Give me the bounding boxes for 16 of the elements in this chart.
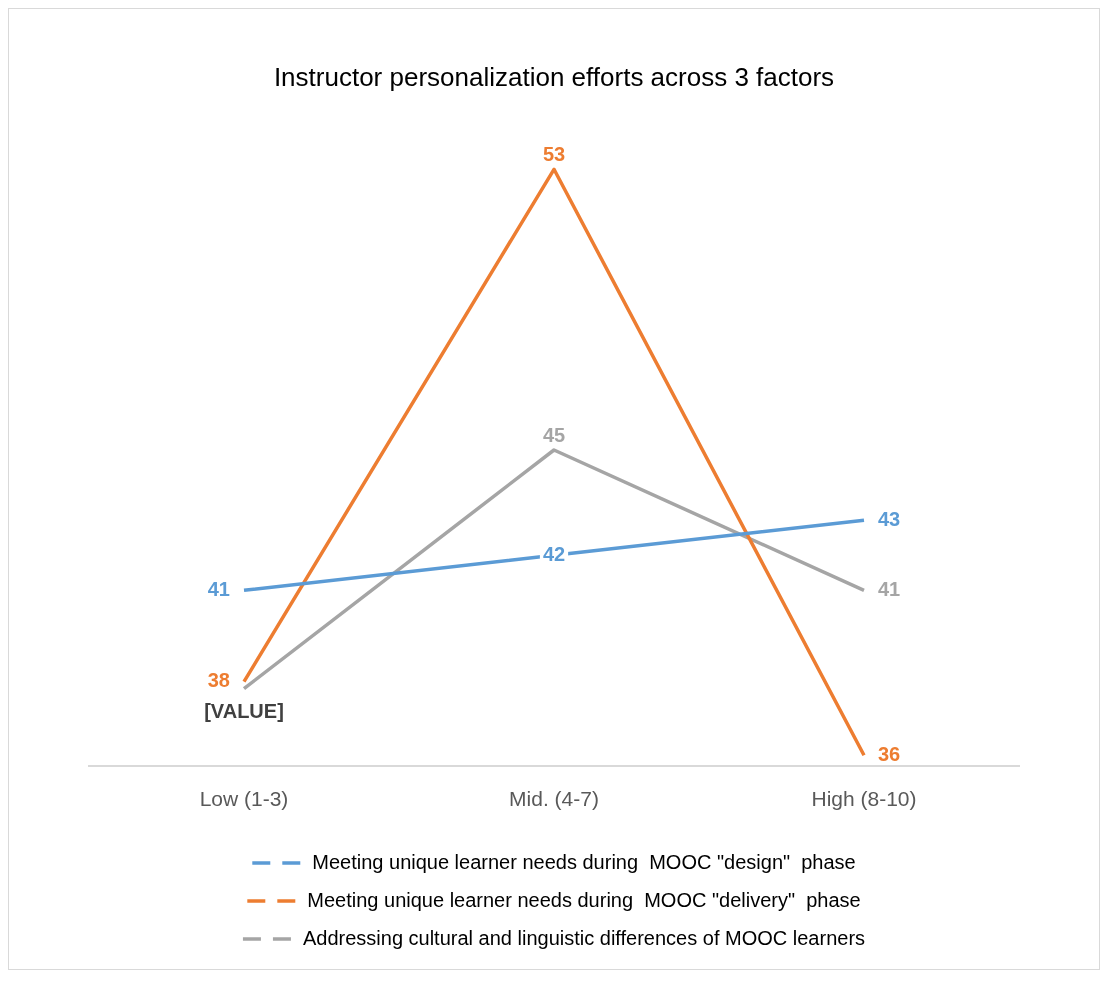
- data-label: 42: [542, 542, 566, 565]
- data-label: 36: [878, 742, 901, 765]
- chart-title: Instructor personalization efforts across 3 factors: [273, 61, 835, 92]
- legend-label: Meeting unique learner needs during MOOC "design" phase: [312, 850, 856, 873]
- x-tick-label: Mid. (4-7): [509, 787, 599, 811]
- data-label: 41: [207, 577, 230, 600]
- data-label: 45: [542, 423, 566, 446]
- data-label: 41: [878, 577, 901, 600]
- data-label: 38: [207, 669, 230, 692]
- legend-label: Meeting unique learner needs during MOOC "delivery" phase: [307, 888, 861, 911]
- legend-label: Addressing cultural and linguistic differences of MOOC learners: [302, 926, 866, 949]
- data-label: [VALUE]: [204, 700, 284, 723]
- data-label: 53: [542, 142, 566, 165]
- x-tick-label: Low (1-3): [199, 787, 289, 811]
- x-tick-label: High (8-10): [811, 787, 917, 811]
- data-label: 43: [878, 507, 901, 530]
